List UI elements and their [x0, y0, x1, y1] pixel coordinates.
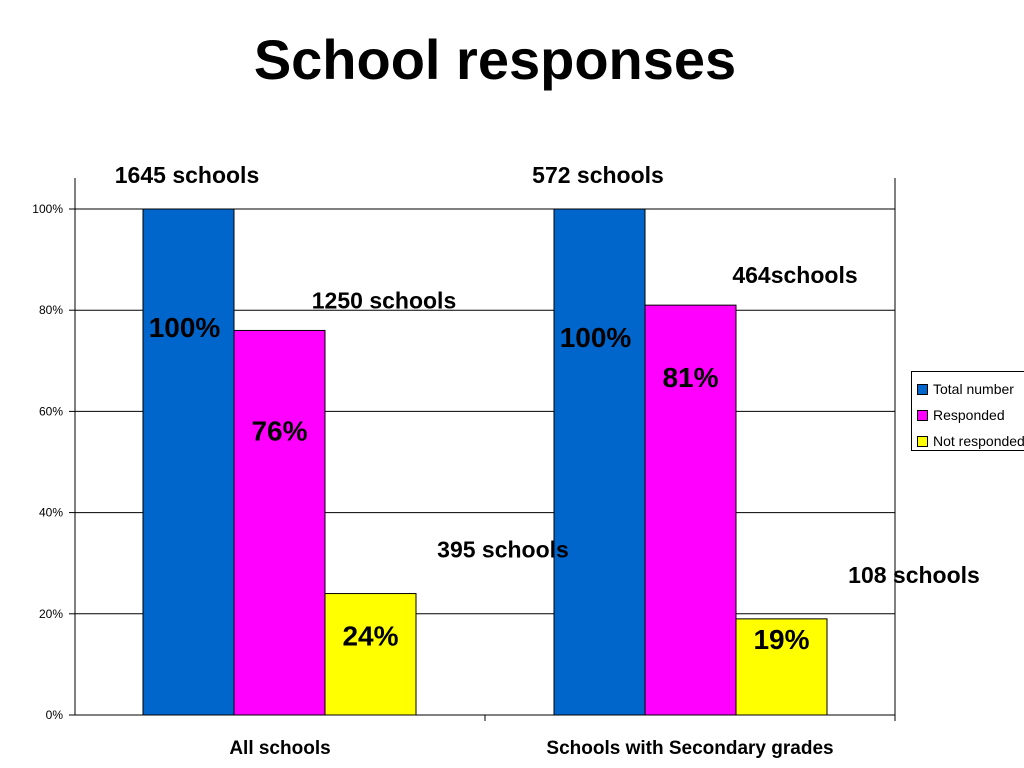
legend-item: Responded: [917, 402, 1024, 428]
y-tick-label: 80%: [39, 303, 63, 317]
bar: [142, 208, 235, 716]
bar: [553, 208, 646, 716]
bar-value-label: 24%: [342, 621, 398, 652]
count-label: 464schools: [732, 262, 857, 288]
bar-value-label: 100%: [560, 322, 632, 353]
legend-label: Responded: [933, 407, 1005, 423]
legend-label: Total number: [933, 381, 1014, 397]
category-label: Schools with Secondary grades: [546, 738, 833, 759]
count-label: 395 schools: [437, 537, 569, 563]
y-tick-label: 20%: [39, 607, 63, 621]
legend-swatch: [917, 409, 928, 421]
bars: [142, 208, 828, 716]
labels: All schools Schools with Secondary grades…: [115, 162, 980, 759]
y-tick-label: 0%: [46, 708, 64, 722]
count-label: 108 schools: [848, 562, 980, 588]
count-label: 1645 schools: [115, 162, 259, 188]
bar-value-label: 76%: [251, 415, 307, 446]
bar: [735, 618, 828, 716]
count-label: 572 schools: [532, 162, 664, 188]
count-label: 1250 schools: [312, 287, 456, 313]
legend-swatch: [917, 435, 928, 447]
bar: [233, 329, 326, 716]
bar-value-label: 19%: [753, 624, 809, 655]
bar-value-label: 81%: [662, 362, 718, 393]
y-tick-label: 100%: [32, 202, 63, 216]
legend-label: Not responded: [933, 433, 1024, 449]
bar: [324, 593, 417, 716]
bar-value-label: 100%: [149, 312, 221, 343]
axes: 0% 20% 40% 60% 80% 100%: [32, 178, 896, 722]
y-tick-label: 60%: [39, 404, 63, 418]
category-label: All schools: [229, 738, 330, 759]
bar: [644, 304, 737, 716]
legend-item: Total number: [917, 376, 1024, 402]
legend: Total number Responded Not responded: [911, 371, 1024, 451]
page-title: School responses: [253, 28, 737, 91]
legend-item: Not responded: [917, 428, 1024, 454]
legend-swatch: [917, 383, 928, 395]
y-tick-label: 40%: [39, 506, 63, 520]
